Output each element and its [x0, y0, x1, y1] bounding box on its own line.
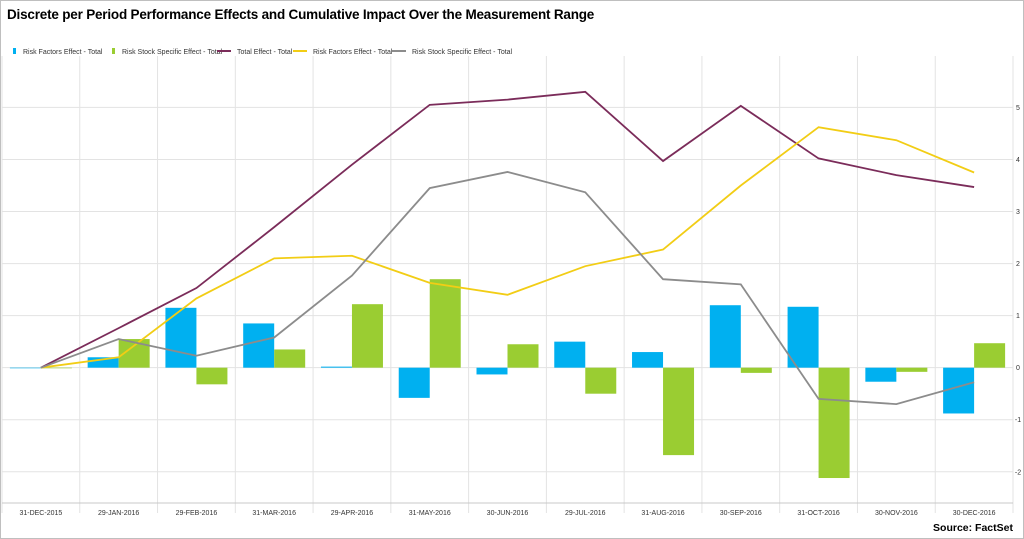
x-tick-label: 31-DEC-2015 [19, 510, 62, 517]
bar-stock-specific-3 [274, 349, 306, 368]
y-tick-label: 5 [1016, 105, 1020, 112]
x-tick-label: 29-JAN-2016 [98, 510, 139, 517]
y-tick-label: 3 [1016, 209, 1020, 216]
bar-risk-factors-7 [554, 341, 586, 368]
legend-total-effect-line-label: Total Effect - Total [237, 49, 293, 56]
bar-risk-factors-9 [709, 305, 741, 368]
y-tick-label: -1 [1015, 417, 1021, 424]
x-tick-label: 29-APR-2016 [331, 510, 374, 517]
x-tick-label: 31-AUG-2016 [641, 510, 684, 517]
legend-stock-specific-line-label: Risk Stock Specific Effect - Total [412, 49, 513, 56]
bar-risk-factors-5 [398, 367, 430, 398]
bar-stock-specific-8 [663, 367, 695, 456]
bar-stock-specific-2 [196, 367, 228, 385]
x-tick-label: 30-NOV-2016 [875, 510, 918, 517]
bar-stock-specific-10 [818, 367, 850, 479]
risk-factors-cumulative-line [40, 126, 975, 369]
bar-stock-specific-9 [740, 367, 772, 373]
bar-stock-specific-4 [351, 304, 383, 368]
bar-risk-factors-4 [320, 366, 352, 368]
x-tick-label: 29-JUL-2016 [565, 510, 606, 517]
legend-risk-factors-bar-swatch [13, 48, 16, 54]
bar-risk-factors-2 [165, 307, 197, 368]
y-tick-label: 1 [1016, 313, 1020, 320]
x-tick-label: 31-MAR-2016 [252, 510, 296, 517]
legend-stock-specific-bar-swatch [112, 48, 115, 54]
bar-stock-specific-11 [896, 367, 928, 372]
legend-risk-factors-line-label: Risk Factors Effect - Total [313, 49, 393, 56]
bar-risk-factors-3 [243, 323, 275, 368]
source-label: Source: FactSet [933, 522, 1013, 534]
bar-stock-specific-5 [429, 279, 461, 368]
y-tick-label: -2 [1015, 469, 1021, 476]
y-tick-label: 4 [1016, 157, 1020, 164]
bar-stock-specific-12 [974, 343, 1006, 368]
legend-stock-specific-bar-label: Risk Stock Specific Effect - Total [122, 49, 223, 56]
bar-stock-specific-6 [507, 344, 539, 368]
x-tick-label: 30-JUN-2016 [487, 510, 529, 517]
bar-stock-specific-7 [585, 367, 617, 394]
x-tick-label: 29-FEB-2016 [176, 510, 218, 517]
x-tick-label: 30-SEP-2016 [720, 510, 762, 517]
x-tick-label: 31-OCT-2016 [797, 510, 840, 517]
stock-specific-cumulative-line [40, 171, 975, 406]
x-tick-label: 30-DEC-2016 [953, 510, 996, 517]
total-effect-line [40, 90, 975, 369]
bar-risk-factors-10 [787, 306, 819, 368]
chart-title: Discrete per Period Performance Effects … [7, 7, 595, 22]
bar-risk-factors-8 [632, 352, 664, 368]
x-tick-label: 31-MAY-2016 [409, 510, 451, 517]
legend-risk-factors-bar-label: Risk Factors Effect - Total [23, 49, 103, 56]
bar-stock-specific-0 [40, 367, 72, 369]
bar-risk-factors-6 [476, 367, 508, 375]
y-tick-label: 2 [1016, 261, 1020, 268]
y-tick-label: 0 [1016, 365, 1020, 372]
bar-risk-factors-11 [865, 367, 897, 382]
bar-risk-factors-0 [9, 367, 41, 369]
bar-risk-factors-1 [87, 357, 119, 368]
bar-risk-factors-12 [943, 367, 975, 414]
